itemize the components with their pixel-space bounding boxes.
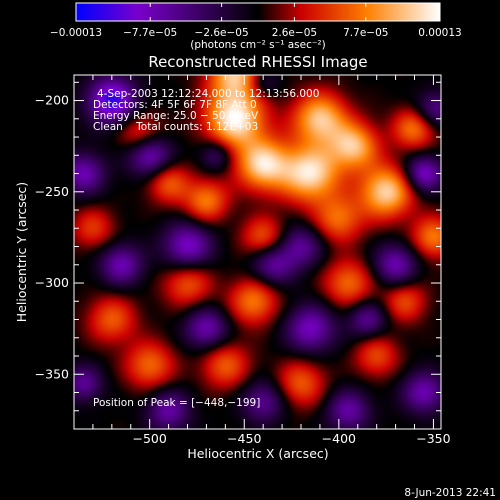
plot-frame (73, 74, 442, 430)
x-tick-label: −450 (227, 431, 261, 446)
colorbar-tick-label: −7.7e−05 (123, 27, 177, 39)
x-axis-label: Heliocentric X (arcsec) (187, 446, 328, 461)
x-tick-labels: −500 −450 −400 −350 (132, 431, 450, 446)
colorbar-tick-label: −2.6e−05 (195, 27, 249, 39)
y-tick-labels: −200 −250 −300 −350 (35, 93, 69, 382)
detectors-annotation: Detectors: 4F 5F 6F 7F 8F Att 0 (93, 99, 257, 111)
colorbar-tick-label: −0.00013 (50, 27, 102, 39)
colorbar-units-label: (photons cm⁻² s⁻¹ asec⁻²) (190, 39, 325, 51)
colorbar-tick-label: 7.7e−05 (343, 27, 388, 39)
peak-position-annotation: Position of Peak = [−448,−199] (93, 397, 260, 409)
colorbar-tick-label: 2.6e−05 (272, 27, 317, 39)
x-tick-label: −400 (322, 431, 356, 446)
heatmap-image (74, 75, 441, 429)
colorbar-gradient (76, 3, 440, 21)
clean-counts-annotation: Clean Total counts: 1.12E+03 (93, 121, 258, 133)
x-tick-label: −500 (132, 431, 166, 446)
x-tick-label: −350 (416, 431, 450, 446)
y-tick-label: −300 (35, 275, 69, 290)
colorbar (75, 2, 441, 22)
y-tick-label: −350 (35, 366, 69, 381)
chart-title: Reconstructed RHESSI Image (148, 53, 367, 71)
y-axis-label: Heliocentric Y (arcsec) (14, 182, 29, 322)
y-tick-label: −250 (35, 184, 69, 199)
generation-date: 8-Jun-2013 22:41 (404, 487, 496, 499)
y-tick-label: −200 (35, 93, 69, 108)
energy-range-annotation: Energy Range: 25.0 − 50.0 keV (93, 110, 259, 122)
colorbar-tick-labels: −0.00013 −7.7e−05 −2.6e−05 2.6e−05 7.7e−05 0.… (50, 27, 462, 39)
axis-ticks (73, 75, 441, 430)
colorbar-tick-label: 0.00013 (418, 27, 461, 39)
time-range-annotation: 4-Sep-2003 12:12:24.000 to 12:13:56.000 (97, 88, 319, 100)
colorbar-ticks (75, 3, 441, 21)
